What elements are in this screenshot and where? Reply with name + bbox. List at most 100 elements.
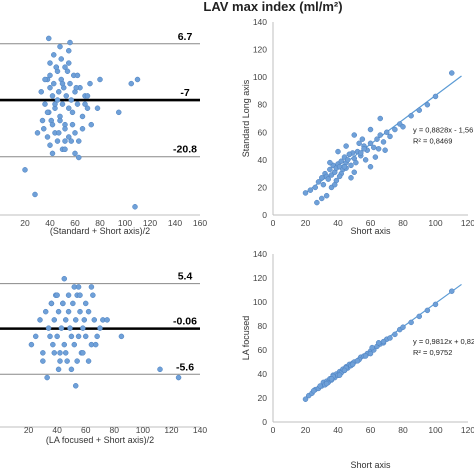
ba2-data-point: [47, 333, 53, 340]
ba1-data-point: [79, 113, 86, 120]
ba2-data-point: [45, 325, 52, 331]
sc1-y-tick-label: 40: [258, 155, 268, 165]
ba2-data-point: [75, 284, 82, 290]
sc2-x-axis-label: Short axis: [350, 460, 391, 470]
ba2-data-point: [51, 317, 58, 323]
sc1-data-point: [323, 192, 330, 199]
ba1-data-point: [22, 167, 28, 173]
sc1-y-tick-label: 0: [262, 210, 267, 220]
ba1-data-point: [73, 84, 79, 91]
ba2-x-tick-label: 60: [81, 425, 91, 435]
ba2-data-point: [42, 308, 49, 315]
ba1-data-point: [51, 80, 57, 87]
sc1-data-point: [332, 181, 338, 188]
ba1-data-point: [49, 121, 56, 128]
ba1-data-point: [128, 80, 134, 87]
ba2-data-point: [91, 317, 98, 323]
sc1-data-point: [377, 115, 383, 122]
ba1-x-tick-label: 140: [168, 218, 182, 228]
ba1-data-point: [51, 52, 57, 58]
sc2-x-tick-label: 80: [398, 425, 408, 435]
sc2-y-tick-label: 120: [253, 273, 267, 283]
ba2-data-point: [67, 325, 73, 331]
sc2-y-tick-label: 100: [253, 297, 267, 307]
sc2-y-tick-label: 140: [253, 249, 267, 259]
sc2-data-point: [408, 319, 414, 326]
sc1-data-point: [359, 136, 366, 142]
sc2-data-point: [387, 335, 393, 341]
ba1-data-point: [57, 43, 63, 50]
sc1-data-point: [362, 157, 369, 163]
ba1-data-point: [66, 134, 72, 140]
ba2-data-point: [92, 341, 99, 348]
sc1-y-tick-label: 140: [253, 17, 267, 27]
sc2-x-tick-label: 20: [301, 425, 311, 435]
ba1-data-point: [84, 105, 91, 111]
ba1-data-point: [44, 134, 51, 140]
sc1-data-point: [367, 140, 374, 147]
ba2-x-tick-label: 120: [164, 425, 178, 435]
sc1-data-point: [351, 169, 357, 176]
ba2-data-point: [88, 284, 95, 290]
ba1-data-point: [57, 117, 63, 124]
sc1-data-point: [320, 181, 327, 188]
ba2-data-point: [58, 325, 65, 331]
ba1-data-point: [62, 138, 68, 144]
ba2-data-point: [90, 292, 96, 298]
sc1-data-point: [424, 101, 431, 108]
ba1-data-point: [42, 76, 48, 83]
sc1-data-point: [377, 132, 383, 138]
ba2-data-point: [40, 358, 46, 364]
sc2-regression-annotation: R² = 0,9752: [413, 348, 452, 357]
sc2-data-point: [328, 376, 335, 382]
sc1-data-point: [336, 173, 343, 180]
ba1-data-point: [41, 126, 47, 132]
ba1-data-point: [34, 130, 41, 136]
ba2-data-point: [68, 333, 75, 340]
sc1-data-point: [361, 146, 367, 152]
sc2-x-tick-label: 60: [366, 425, 376, 435]
ba1-data-point: [47, 60, 53, 66]
ba1-reference-line-label: 6.7: [178, 31, 193, 43]
ba1-reference-line-label: -20.8: [173, 144, 197, 156]
figure-title: LAV max index (ml/m²): [203, 0, 342, 14]
sc2-data-point: [362, 353, 369, 359]
ba2-data-point: [104, 317, 110, 323]
sc1-x-tick-label: 0: [271, 218, 276, 228]
sc1-data-point: [449, 70, 455, 76]
ba1-data-point: [116, 109, 122, 116]
ba2-data-point: [51, 350, 58, 356]
ba1-data-point: [59, 101, 66, 107]
sc1-data-point: [343, 143, 349, 149]
ba2-data-point: [77, 308, 83, 315]
ba1-data-point: [134, 76, 141, 83]
ba1-data-point: [56, 130, 62, 136]
sc2-data-point: [380, 338, 387, 345]
sc1-data-point: [312, 184, 318, 191]
ba1-data-point: [59, 80, 66, 87]
ba2-x-tick-label: 20: [24, 425, 34, 435]
ba2-data-point: [57, 350, 63, 356]
sc2-data-point: [349, 361, 356, 368]
ba1-data-point: [64, 68, 71, 75]
ba2-data-point: [54, 333, 60, 340]
ba2-data-point: [81, 317, 88, 323]
sc2-y-tick-label: 80: [258, 321, 268, 331]
ba1-data-point: [63, 93, 69, 99]
ba2-data-point: [72, 317, 79, 323]
sc1-y-tick-label: 60: [258, 127, 268, 137]
ba2-x-axis-label: (LA focused + Short axis)/2: [46, 435, 154, 445]
ba1-data-point: [84, 93, 91, 99]
ba1-data-point: [66, 60, 72, 66]
ba2-data-point: [50, 341, 56, 348]
ba2-data-point: [32, 333, 39, 340]
sc1-x-tick-label: 60: [366, 218, 376, 228]
ba2-reference-line-label: -5.6: [176, 361, 194, 373]
ba2-data-point: [157, 366, 163, 373]
sc2-data-point: [310, 388, 317, 394]
ba1-reference-line-label: -7: [180, 87, 189, 99]
sc1-data-point: [384, 129, 390, 136]
ba2-data-point: [118, 333, 125, 340]
ba1-data-point: [47, 72, 53, 79]
ba1-data-point: [68, 138, 74, 144]
